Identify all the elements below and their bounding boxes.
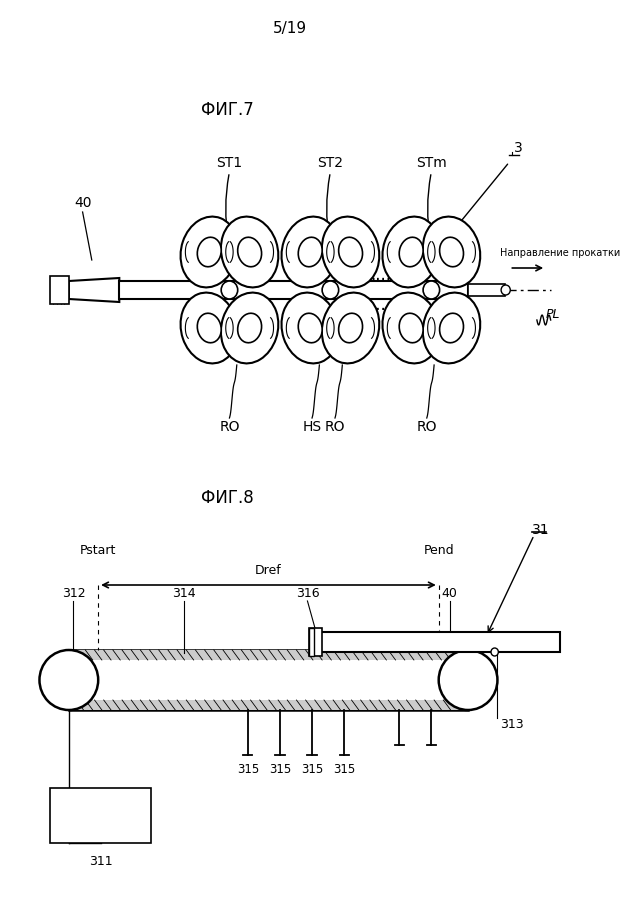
Ellipse shape xyxy=(298,313,322,343)
Ellipse shape xyxy=(439,237,463,267)
Ellipse shape xyxy=(399,237,423,267)
Bar xyxy=(119,281,468,299)
Ellipse shape xyxy=(221,281,238,299)
Ellipse shape xyxy=(339,313,363,343)
Text: HS: HS xyxy=(303,420,322,434)
Ellipse shape xyxy=(282,292,339,363)
Text: ST2: ST2 xyxy=(317,156,343,170)
Text: Приводной
источник: Приводной источник xyxy=(68,805,134,826)
Text: Dref: Dref xyxy=(255,564,282,577)
Text: Направление прокатки: Направление прокатки xyxy=(500,248,620,258)
Ellipse shape xyxy=(39,650,98,710)
Text: ....: .... xyxy=(370,296,391,314)
Ellipse shape xyxy=(282,217,339,288)
Bar xyxy=(468,284,505,296)
Bar xyxy=(316,632,560,652)
Ellipse shape xyxy=(423,217,480,288)
Ellipse shape xyxy=(501,285,510,295)
Text: 315: 315 xyxy=(301,763,323,776)
Text: STm: STm xyxy=(416,156,447,170)
Text: ....: .... xyxy=(370,266,391,284)
Text: ФИГ.7: ФИГ.7 xyxy=(201,101,254,119)
Text: Pend: Pend xyxy=(423,544,454,557)
Text: 312: 312 xyxy=(61,587,85,600)
Ellipse shape xyxy=(339,237,363,267)
Text: 315: 315 xyxy=(333,763,355,776)
Bar xyxy=(69,700,468,710)
Text: ФИГ.8: ФИГ.8 xyxy=(201,489,254,507)
Ellipse shape xyxy=(197,313,221,343)
Text: PL: PL xyxy=(546,308,561,321)
Text: RO: RO xyxy=(219,420,240,434)
Text: 3: 3 xyxy=(514,141,523,155)
Ellipse shape xyxy=(180,217,238,288)
Ellipse shape xyxy=(439,650,498,710)
Ellipse shape xyxy=(423,281,439,299)
Text: 40: 40 xyxy=(74,196,91,210)
Bar xyxy=(310,628,322,656)
Ellipse shape xyxy=(237,237,261,267)
Polygon shape xyxy=(69,278,119,302)
Ellipse shape xyxy=(439,313,463,343)
Bar xyxy=(69,650,468,660)
Ellipse shape xyxy=(237,313,261,343)
Ellipse shape xyxy=(197,237,221,267)
Text: 31: 31 xyxy=(532,523,550,537)
Ellipse shape xyxy=(221,217,279,288)
Ellipse shape xyxy=(322,292,379,363)
Ellipse shape xyxy=(423,292,480,363)
Ellipse shape xyxy=(382,217,440,288)
Text: 313: 313 xyxy=(500,718,524,731)
Bar xyxy=(310,628,314,656)
Text: 40: 40 xyxy=(442,587,458,600)
Ellipse shape xyxy=(322,281,339,299)
Ellipse shape xyxy=(298,237,322,267)
Text: 5/19: 5/19 xyxy=(273,21,307,35)
Ellipse shape xyxy=(491,648,498,656)
Text: RO: RO xyxy=(417,420,437,434)
Text: Pstart: Pstart xyxy=(80,544,116,557)
Text: 311: 311 xyxy=(89,855,113,868)
Bar xyxy=(51,788,151,843)
Text: RO: RO xyxy=(325,420,345,434)
Ellipse shape xyxy=(382,292,440,363)
Text: ST1: ST1 xyxy=(216,156,242,170)
Ellipse shape xyxy=(221,292,279,363)
Text: 315: 315 xyxy=(269,763,291,776)
Ellipse shape xyxy=(180,292,238,363)
Ellipse shape xyxy=(399,313,423,343)
Text: 316: 316 xyxy=(296,587,319,600)
Ellipse shape xyxy=(322,217,379,288)
Text: 315: 315 xyxy=(237,763,259,776)
Text: 314: 314 xyxy=(172,587,196,600)
Bar xyxy=(51,276,69,304)
